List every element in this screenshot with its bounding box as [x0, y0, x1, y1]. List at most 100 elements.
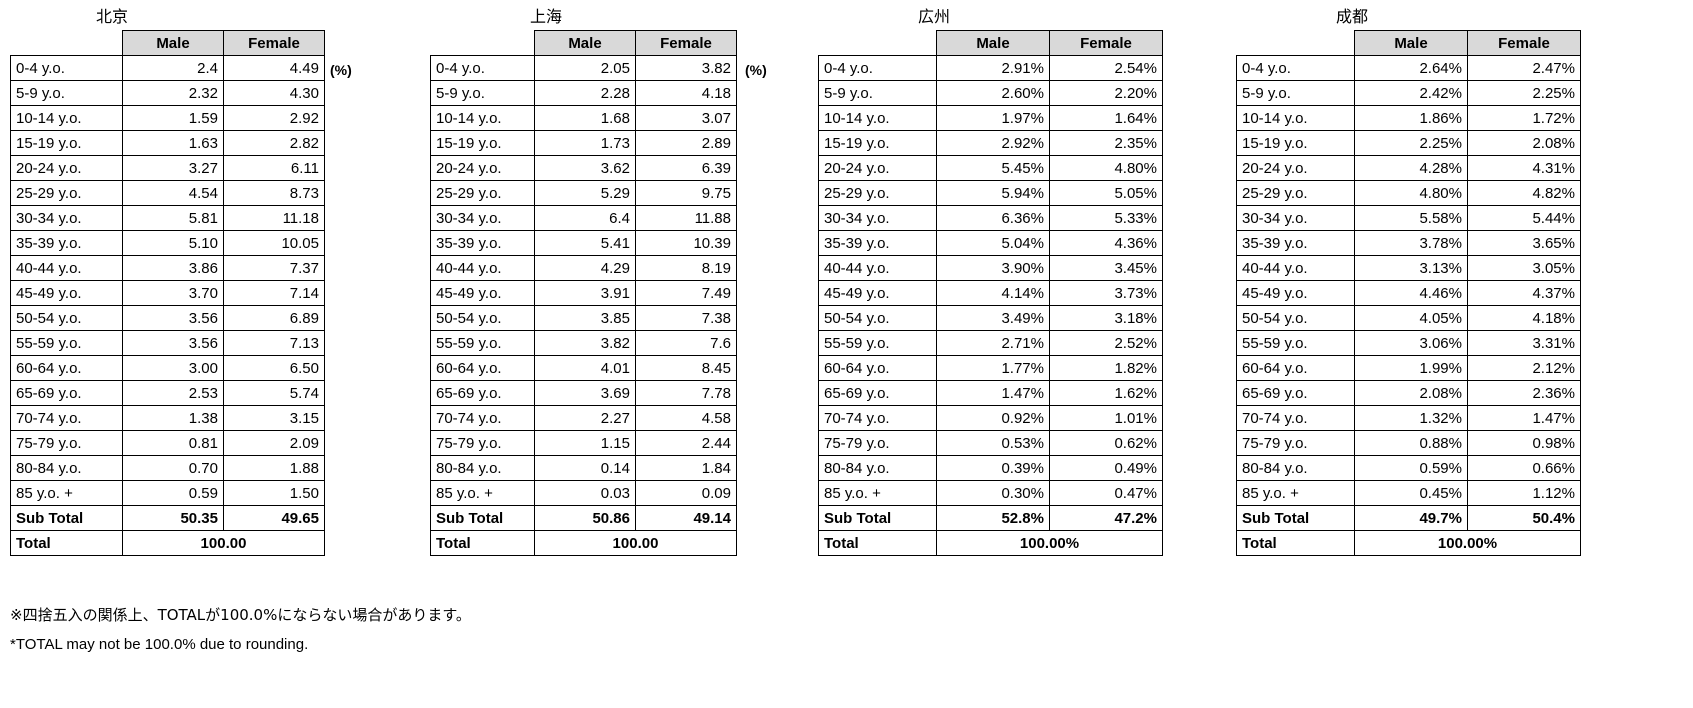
table-title: 北京 — [96, 7, 129, 26]
age-group-label: 25-29 y.o. — [818, 180, 937, 206]
female-value: 3.82 — [635, 55, 737, 81]
age-distribution-table: Male Female 0-4 y.o. 2.64% 2.47% 5-9 y.o. 2.42… — [1236, 30, 1581, 556]
age-group-label: 35-39 y.o. — [1236, 230, 1355, 256]
age-group-label: 30-34 y.o. — [818, 205, 937, 231]
table-header-row: Male Female — [11, 30, 325, 56]
male-value: 0.81 — [122, 430, 224, 456]
table-row: 10-14 y.o. 1.97% 1.64% — [818, 105, 1163, 131]
male-value: 3.62 — [534, 155, 636, 181]
subtotal-row: Sub Total 50.86 49.14 — [430, 505, 737, 531]
female-value: 2.09 — [223, 430, 325, 456]
age-group-label: 10-14 y.o. — [818, 105, 937, 131]
age-distribution-table: Male Female 0-4 y.o. 2.91% 2.54% 5-9 y.o. 2.60… — [818, 30, 1163, 556]
table-row: 50-54 y.o. 3.49% 3.18% — [818, 305, 1163, 331]
age-group-label: 70-74 y.o. — [818, 405, 937, 431]
table-row: 70-74 y.o. 0.92% 1.01% — [818, 405, 1163, 431]
age-group-label: 50-54 y.o. — [1236, 305, 1355, 331]
male-value: 3.56 — [122, 305, 224, 331]
age-group-label: 50-54 y.o. — [430, 305, 535, 331]
male-value: 4.14% — [936, 280, 1050, 306]
male-value: 4.46% — [1354, 280, 1468, 306]
column-header-male: Male — [936, 30, 1050, 56]
female-value: 4.37% — [1467, 280, 1581, 306]
female-value: 1.88 — [223, 455, 325, 481]
age-group-label: 75-79 y.o. — [818, 430, 937, 456]
male-value: 3.70 — [122, 280, 224, 306]
male-value: 4.28% — [1354, 155, 1468, 181]
table-row: 65-69 y.o. 2.53 5.74 — [10, 380, 325, 406]
table-row: 20-24 y.o. 5.45% 4.80% — [818, 155, 1163, 181]
table-row: 25-29 y.o. 4.54 8.73 — [10, 180, 325, 206]
subtotal-row: Sub Total 52.8% 47.2% — [818, 505, 1163, 531]
table-row: 70-74 y.o. 1.38 3.15 — [10, 405, 325, 431]
total-value: 100.00 — [122, 530, 325, 556]
female-value: 8.19 — [635, 255, 737, 281]
female-value: 3.05% — [1467, 255, 1581, 281]
footnote-japanese: ※四捨五入の関係上、TOTALが100.0%にならない場合があります。 — [10, 606, 471, 624]
table-block-4: 成都 Male Female 0-4 y.o. 2.64% 2.47% 5-9 y.o. 2.… — [1236, 6, 1581, 556]
male-value: 2.71% — [936, 330, 1050, 356]
female-value: 1.47% — [1467, 405, 1581, 431]
female-value: 2.47% — [1467, 55, 1581, 81]
male-value: 3.78% — [1354, 230, 1468, 256]
table-row: 35-39 y.o. 5.41 10.39 — [430, 230, 737, 256]
age-group-label: 75-79 y.o. — [1236, 430, 1355, 456]
female-value: 8.73 — [223, 180, 325, 206]
female-value: 3.31% — [1467, 330, 1581, 356]
total-row: Total 100.00 — [10, 530, 325, 556]
female-value: 7.78 — [635, 380, 737, 406]
female-value: 4.30 — [223, 80, 325, 106]
male-value: 6.36% — [936, 205, 1050, 231]
age-group-label: 85 y.o. + — [10, 480, 123, 506]
table-block-3: 広州 Male Female 0-4 y.o. 2.91% 2.54% 5-9 y.o. 2.… — [818, 6, 1163, 556]
table-row: 80-84 y.o. 0.39% 0.49% — [818, 455, 1163, 481]
female-value: 1.84 — [635, 455, 737, 481]
age-group-label: 40-44 y.o. — [10, 255, 123, 281]
table-row: 30-34 y.o. 6.4 11.88 — [430, 205, 737, 231]
male-value: 3.13% — [1354, 255, 1468, 281]
female-value: 0.62% — [1049, 430, 1163, 456]
subtotal-female-value: 50.4% — [1467, 505, 1581, 531]
total-label: Total — [1236, 530, 1355, 556]
age-group-label: 40-44 y.o. — [1236, 255, 1355, 281]
male-value: 3.86 — [122, 255, 224, 281]
age-group-label: 55-59 y.o. — [818, 330, 937, 356]
table-row: 35-39 y.o. 5.04% 4.36% — [818, 230, 1163, 256]
age-group-label: 70-74 y.o. — [1236, 405, 1355, 431]
female-value: 5.33% — [1049, 205, 1163, 231]
table-row: 15-19 y.o. 2.25% 2.08% — [1236, 130, 1581, 156]
age-group-label: 70-74 y.o. — [10, 405, 123, 431]
age-group-label: 15-19 y.o. — [430, 130, 535, 156]
male-value: 2.27 — [534, 405, 636, 431]
male-value: 2.64% — [1354, 55, 1468, 81]
table-row: 55-59 y.o. 2.71% 2.52% — [818, 330, 1163, 356]
female-value: 5.44% — [1467, 205, 1581, 231]
table-row: 0-4 y.o. 2.91% 2.54% — [818, 55, 1163, 81]
column-header-male: Male — [1354, 30, 1468, 56]
table-row: 55-59 y.o. 3.06% 3.31% — [1236, 330, 1581, 356]
female-value: 10.39 — [635, 230, 737, 256]
male-value: 3.91 — [534, 280, 636, 306]
male-value: 2.05 — [534, 55, 636, 81]
age-group-label: 30-34 y.o. — [10, 205, 123, 231]
female-value: 7.37 — [223, 255, 325, 281]
subtotal-male-value: 50.35 — [122, 505, 224, 531]
female-value: 7.6 — [635, 330, 737, 356]
female-value: 4.58 — [635, 405, 737, 431]
age-group-label: 0-4 y.o. — [430, 55, 535, 81]
male-value: 5.29 — [534, 180, 636, 206]
table-row: 50-54 y.o. 3.85 7.38 — [430, 305, 737, 331]
age-group-label: 50-54 y.o. — [10, 305, 123, 331]
table-row: 85 y.o. +0.30% 0.47% — [818, 480, 1163, 506]
table-row: 15-19 y.o. 1.63 2.82 — [10, 130, 325, 156]
age-group-label: 10-14 y.o. — [10, 105, 123, 131]
female-value: 6.50 — [223, 355, 325, 381]
table-row: 70-74 y.o. 1.32% 1.47% — [1236, 405, 1581, 431]
age-group-label: 30-34 y.o. — [430, 205, 535, 231]
table-row: 5-9 y.o. 2.60% 2.20% — [818, 80, 1163, 106]
table-row: 65-69 y.o. 2.08% 2.36% — [1236, 380, 1581, 406]
table-title: 広州 — [918, 7, 951, 26]
female-value: 1.50 — [223, 480, 325, 506]
table-row: 75-79 y.o. 0.81 2.09 — [10, 430, 325, 456]
female-value: 2.89 — [635, 130, 737, 156]
